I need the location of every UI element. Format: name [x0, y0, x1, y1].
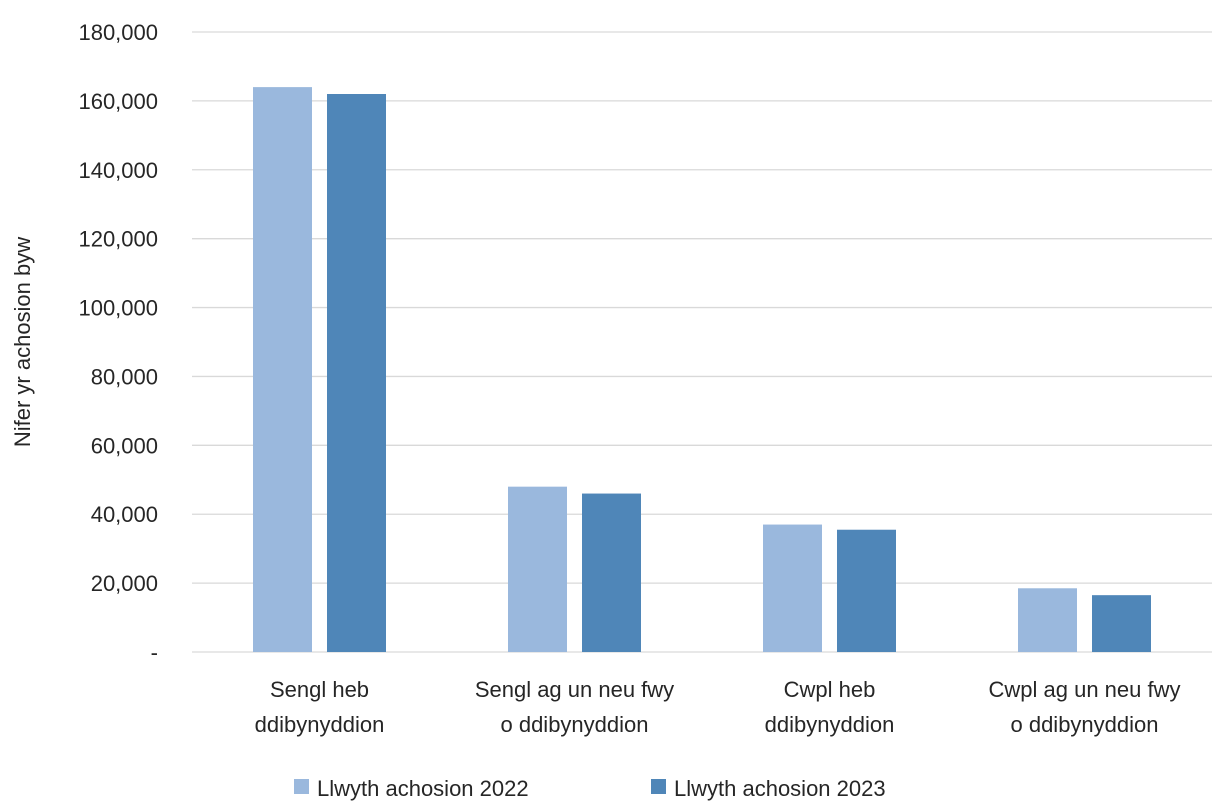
- bar-2022-cat-3: [763, 524, 822, 652]
- y-tick-label: 120,000: [78, 227, 158, 252]
- x-tick-label: Cwpl ag un neu fwy: [989, 677, 1181, 702]
- x-tick-label: Sengl heb: [270, 677, 369, 702]
- y-tick-label: 100,000: [78, 296, 158, 321]
- bars: [253, 87, 1151, 653]
- bar-2022-cat-4: [1018, 588, 1077, 652]
- y-tick-label: 180,000: [78, 20, 158, 45]
- y-tick-label: 60,000: [91, 433, 158, 458]
- bar-2022-cat-1: [253, 87, 312, 653]
- y-axis-ticks: - 20,000 40,000 60,000 80,000 100,000 120,000 1…: [78, 20, 158, 665]
- bar-2023-cat-4: [1092, 595, 1151, 652]
- x-tick-label: ddibynyddion: [255, 712, 385, 737]
- x-tick-label: o ddibynyddion: [500, 712, 648, 737]
- legend-swatch: [651, 779, 666, 794]
- y-tick-label: -: [151, 640, 158, 665]
- y-axis-label: Nifer yr achosion byw: [10, 237, 35, 447]
- x-axis-ticks: Sengl heb ddibynyddion Sengl ag un neu fwy…: [255, 677, 1181, 737]
- bar-2022-cat-2: [508, 486, 567, 652]
- bar-2023-cat-3: [837, 529, 896, 652]
- legend-swatch: [294, 779, 309, 794]
- y-tick-label: 80,000: [91, 364, 158, 389]
- y-tick-label: 20,000: [91, 571, 158, 596]
- bar-2023-cat-2: [582, 493, 641, 652]
- x-tick-label: ddibynyddion: [765, 712, 895, 737]
- x-tick-label: Sengl ag un neu fwy: [475, 677, 674, 702]
- legend-label: Llwyth achosion 2023: [674, 776, 886, 801]
- bar-2023-cat-1: [327, 94, 386, 652]
- legend-label: Llwyth achosion 2022: [317, 776, 529, 801]
- y-tick-label: 140,000: [78, 158, 158, 183]
- legend: Llwyth achosion 2022 Llwyth achosion 2023: [294, 776, 886, 801]
- y-tick-label: 40,000: [91, 502, 158, 527]
- y-tick-label: 160,000: [78, 89, 158, 114]
- x-tick-label: o ddibynyddion: [1010, 712, 1158, 737]
- x-tick-label: Cwpl heb: [784, 677, 876, 702]
